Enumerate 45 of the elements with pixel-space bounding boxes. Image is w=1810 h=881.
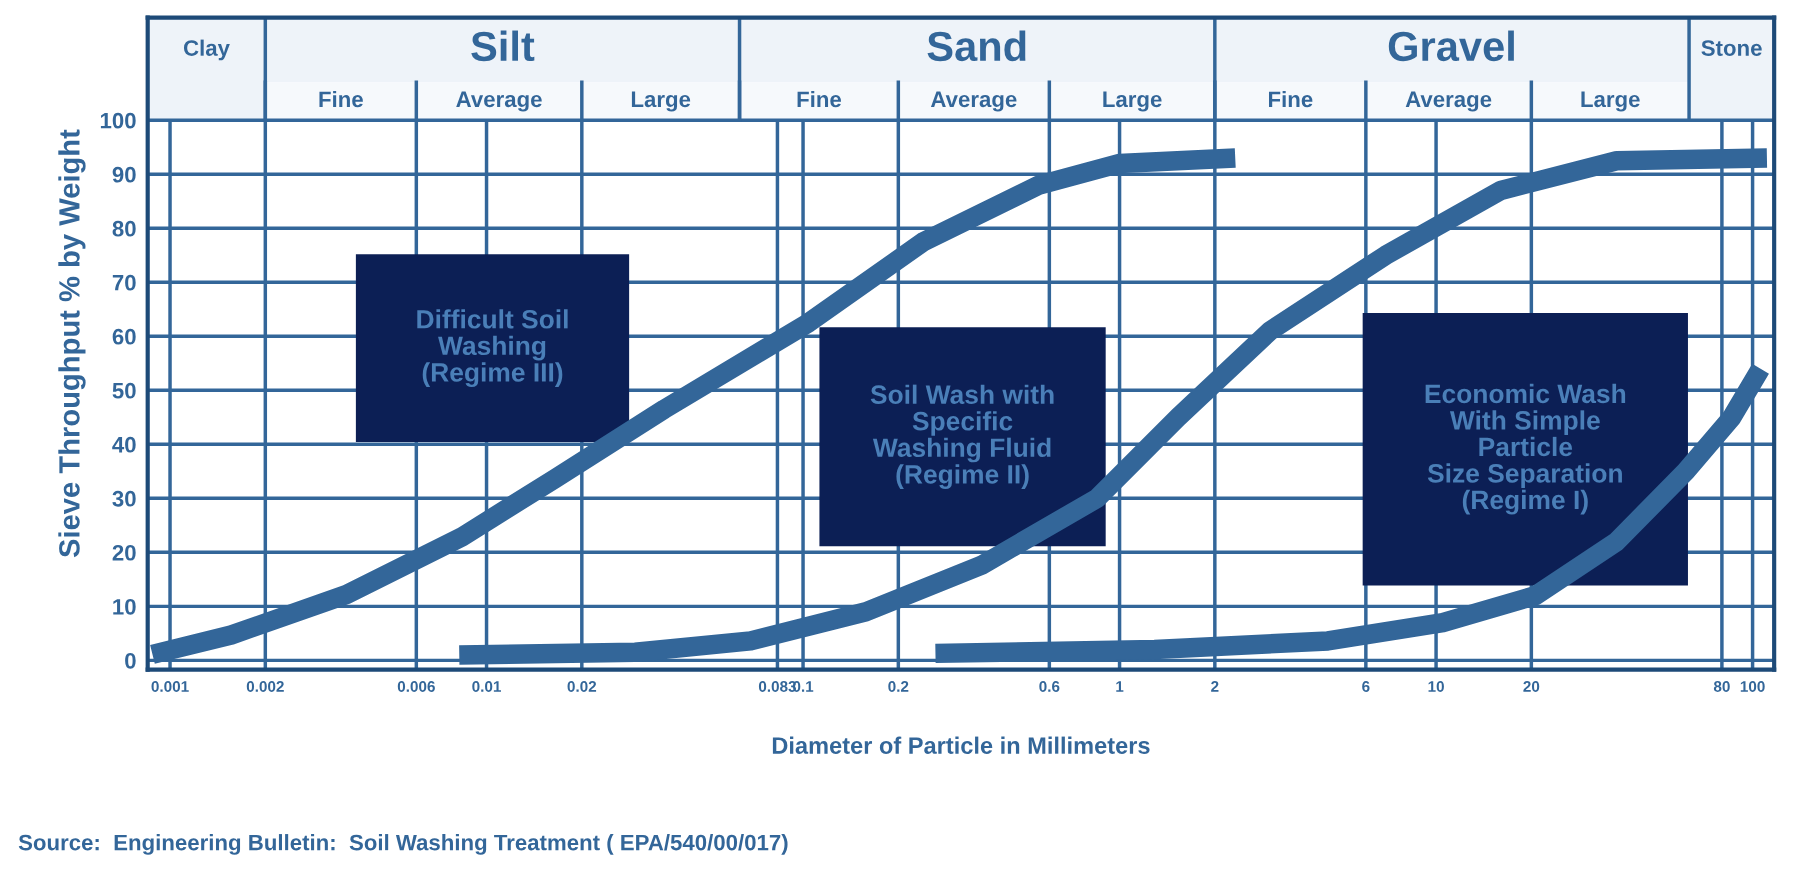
band-label: Fine [797,90,842,108]
x-tick-label: 6 [1362,681,1370,692]
y-tick-label: 30 [112,490,136,507]
y-tick-label: 50 [112,382,136,399]
x-tick-label: 80 [1713,681,1730,692]
x-tick-label: 20 [1523,681,1540,692]
x-tick-label: 0.002 [246,681,284,692]
y-tick-label: 60 [112,328,136,345]
x-tick-label: 10 [1428,681,1444,692]
band-label: Fine [1269,90,1313,108]
band-label: Average [930,91,1017,112]
annotation: Economic Wash With Simple Particle Size Separation (Regime I) [1425,383,1626,515]
y-tick-label: 0 [125,652,136,669]
band-label: Silt [471,30,535,62]
band-label: Average [1405,91,1492,112]
x-tick-label: 100 [1740,681,1765,692]
band-label: Clay [183,39,230,61]
x-tick-label: 0.02 [567,681,597,692]
band-label: Large [631,91,691,112]
x-tick-label: 0.2 [888,681,909,692]
x-tick-label: 0.001 [151,681,189,692]
x-tick-label: 0.006 [397,681,435,692]
y-tick-label: 10 [113,598,136,615]
y-tick-label: 80 [112,220,136,237]
y-tick-label: 20 [112,544,136,561]
y-tick-label: 90 [112,166,136,183]
band-label: Average [456,91,542,112]
annotation: Difficult Soil Washing (Regime III) [417,309,568,388]
band-label: Gravel [1388,30,1514,62]
y-tick-label: 40 [112,436,136,453]
annotation: Soil Wash with Specific Washing Fluid (Regime II) [870,384,1054,489]
band-label: Large [1103,91,1162,112]
x-tick-label: 0.6 [1039,681,1060,692]
y-tick-label: 100 [100,112,136,129]
band-label: Stone [1701,40,1762,56]
source-note: Source: Engineering Bulletin: Soil Washing Treatment ( EPA/540/00/017) [18,834,788,855]
band-label: Large [1581,91,1640,112]
band-label: Sand [927,30,1026,62]
x-axis-title: Diameter of Particle in Millimeters [772,736,1150,754]
band-label: Fine [319,90,363,108]
x-tick-label: 2 [1211,681,1219,692]
y-tick-label: 70 [112,274,136,291]
y-axis-title: Sieve Throughput % by Weight [58,129,86,558]
x-tick-label: 1 [1116,681,1124,692]
x-tick-label: 0.01 [472,681,501,692]
